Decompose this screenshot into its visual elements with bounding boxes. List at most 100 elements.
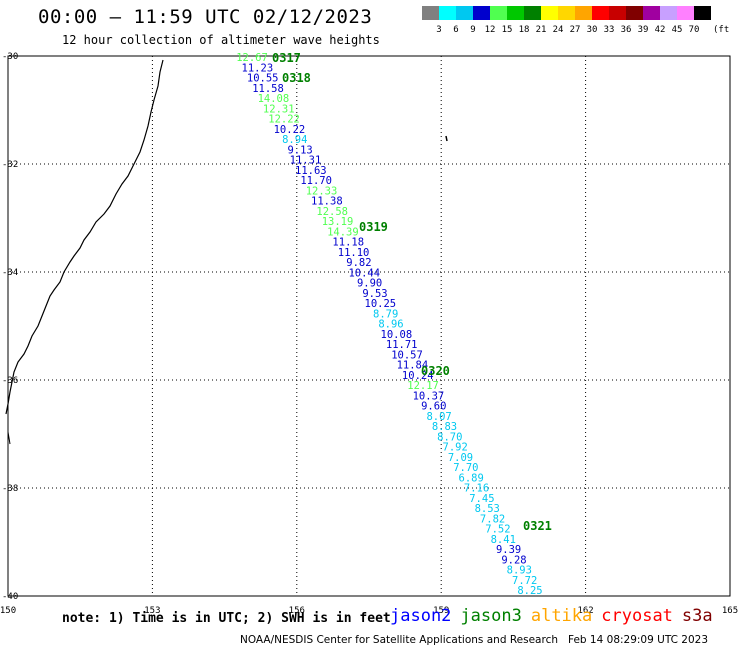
color-swatch bbox=[660, 6, 677, 20]
coastline bbox=[5, 59, 164, 415]
wave-height-value: 11.84 bbox=[397, 360, 429, 372]
lat-tick-label: -38 bbox=[2, 484, 18, 494]
wave-height-value: 9.28 bbox=[501, 554, 526, 566]
credit-text: NOAA/NESDIS Center for Satellite Applica… bbox=[240, 634, 709, 646]
color-scale-label: 15 bbox=[502, 25, 513, 34]
wave-height-value: 8.41 bbox=[491, 534, 516, 546]
satellite-legend-altika: altika bbox=[530, 606, 593, 626]
wave-height-value: 10.25 bbox=[365, 298, 397, 310]
color-scale-label: 9 bbox=[470, 25, 475, 34]
color-swatch bbox=[626, 6, 643, 20]
page-subtitle: 12 hour collection of altimeter wave hei… bbox=[62, 33, 380, 47]
pass-time-labels: 0317 0318 0319 0320 0321 bbox=[272, 51, 552, 533]
satellite-legend-jason3: jason3 bbox=[460, 606, 522, 626]
wave-height-value: 7.09 bbox=[448, 452, 473, 464]
wave-height-value: 10.57 bbox=[391, 349, 423, 361]
lon-tick-label: 153 bbox=[144, 606, 160, 616]
color-scale-label: 12 bbox=[485, 25, 496, 34]
color-scale-label: 30 bbox=[587, 25, 598, 34]
wave-height-value: 8.53 bbox=[475, 503, 500, 515]
wave-height-values: 12.6711.2310.5511.5814.0812.3112.2210.22… bbox=[236, 52, 542, 597]
axis-tick-labels: 150 153 156 159 162 165 -30 -32 -34 -36 -38 -40 bbox=[0, 52, 738, 616]
lat-tick-label: -32 bbox=[2, 160, 18, 170]
pass-time-label: 0320 bbox=[421, 364, 450, 378]
pass-time-label: 0318 bbox=[282, 71, 311, 85]
color-swatch bbox=[439, 6, 456, 20]
color-scale-label: 24 bbox=[553, 25, 564, 34]
wave-height-value: 10.24 bbox=[402, 370, 434, 382]
lat-tick-label: -34 bbox=[2, 268, 18, 278]
color-swatch bbox=[456, 6, 473, 20]
lon-tick-label: 159 bbox=[433, 606, 449, 616]
wave-height-value: 12.31 bbox=[263, 103, 295, 115]
wave-height-value: 8.83 bbox=[432, 421, 457, 433]
wave-height-value: 8.79 bbox=[373, 308, 398, 320]
satellite-legend-s3a: s3a bbox=[681, 606, 713, 626]
color-scale-label: 45 bbox=[672, 25, 683, 34]
wave-height-value: 7.70 bbox=[453, 462, 478, 474]
lat-tick-label: -30 bbox=[2, 52, 18, 62]
color-swatch bbox=[643, 6, 660, 20]
wave-height-value: 10.44 bbox=[348, 267, 380, 279]
wave-height-value: 11.23 bbox=[242, 62, 274, 74]
grid-lines bbox=[7, 55, 731, 597]
wave-height-value: 11.38 bbox=[311, 196, 343, 208]
map-frame bbox=[7, 55, 731, 597]
satellite-legend-jason2: jason2 bbox=[390, 606, 452, 626]
wave-height-value: 9.82 bbox=[346, 257, 371, 269]
wave-height-value: 6.89 bbox=[459, 472, 484, 484]
wave-height-value: 7.16 bbox=[464, 483, 489, 495]
color-swatch bbox=[575, 6, 592, 20]
color-scale-label: 36 bbox=[621, 25, 632, 34]
wave-height-value: 14.08 bbox=[258, 93, 290, 105]
wave-height-value: 11.63 bbox=[295, 165, 327, 177]
color-scale-label: 27 bbox=[570, 25, 581, 34]
color-swatch bbox=[694, 6, 711, 20]
coastline-fragment bbox=[7, 431, 11, 445]
wave-height-value: 9.90 bbox=[357, 278, 382, 290]
satellite-legend: jason2 jason3 altika cryosat s3a bbox=[390, 606, 722, 626]
wave-height-value: 11.71 bbox=[386, 339, 418, 351]
wave-height-value: 7.82 bbox=[480, 513, 505, 525]
note-text: note: 1) Time is in UTC; 2) SWH is in fe… bbox=[62, 611, 391, 626]
wave-height-value: 8.07 bbox=[426, 411, 451, 423]
color-scale-label: 18 bbox=[519, 25, 530, 34]
wave-height-value: 9.39 bbox=[496, 544, 521, 556]
wave-height-value: 12.33 bbox=[306, 185, 338, 197]
color-scale-label: 39 bbox=[638, 25, 649, 34]
color-swatch bbox=[507, 6, 524, 20]
wave-height-value: 7.52 bbox=[485, 524, 510, 536]
color-swatch bbox=[490, 6, 507, 20]
color-scale-label: 33 bbox=[604, 25, 615, 34]
lat-tick-label: -40 bbox=[2, 592, 18, 602]
wave-height-value: 8.94 bbox=[282, 134, 307, 146]
color-scale-label: 6 bbox=[453, 25, 458, 34]
color-scale-label: 42 bbox=[655, 25, 666, 34]
color-scale-label: 70 bbox=[689, 25, 700, 34]
pass-time-label: 0321 bbox=[523, 519, 552, 533]
wave-height-value: 12.58 bbox=[316, 206, 348, 218]
wave-height-value: 11.18 bbox=[332, 237, 364, 249]
color-swatch bbox=[524, 6, 541, 20]
wave-height-value: 8.25 bbox=[517, 585, 542, 597]
color-scale-label: 3 bbox=[436, 25, 441, 34]
lat-tick-label: -36 bbox=[2, 376, 18, 386]
satellite-legend-cryosat: cryosat bbox=[601, 606, 673, 626]
color-swatch bbox=[558, 6, 575, 20]
color-swatch bbox=[609, 6, 626, 20]
wave-height-value: 14.39 bbox=[327, 226, 359, 238]
wave-height-value: 12.17 bbox=[407, 380, 439, 392]
wave-height-value: 12.22 bbox=[268, 114, 300, 126]
wave-height-value: 10.37 bbox=[413, 390, 445, 402]
lon-tick-label: 165 bbox=[722, 606, 738, 616]
wave-height-value: 10.22 bbox=[274, 124, 306, 136]
color-swatch bbox=[422, 6, 439, 20]
pass-time-label: 0319 bbox=[359, 220, 388, 234]
wave-height-value: 8.93 bbox=[507, 565, 532, 577]
wave-height-value: 11.70 bbox=[300, 175, 332, 187]
wave-height-value: 7.45 bbox=[469, 493, 494, 505]
color-scale-label: 21 bbox=[536, 25, 547, 34]
wave-height-value: 7.72 bbox=[512, 575, 537, 587]
wave-height-value: 10.55 bbox=[247, 73, 279, 85]
